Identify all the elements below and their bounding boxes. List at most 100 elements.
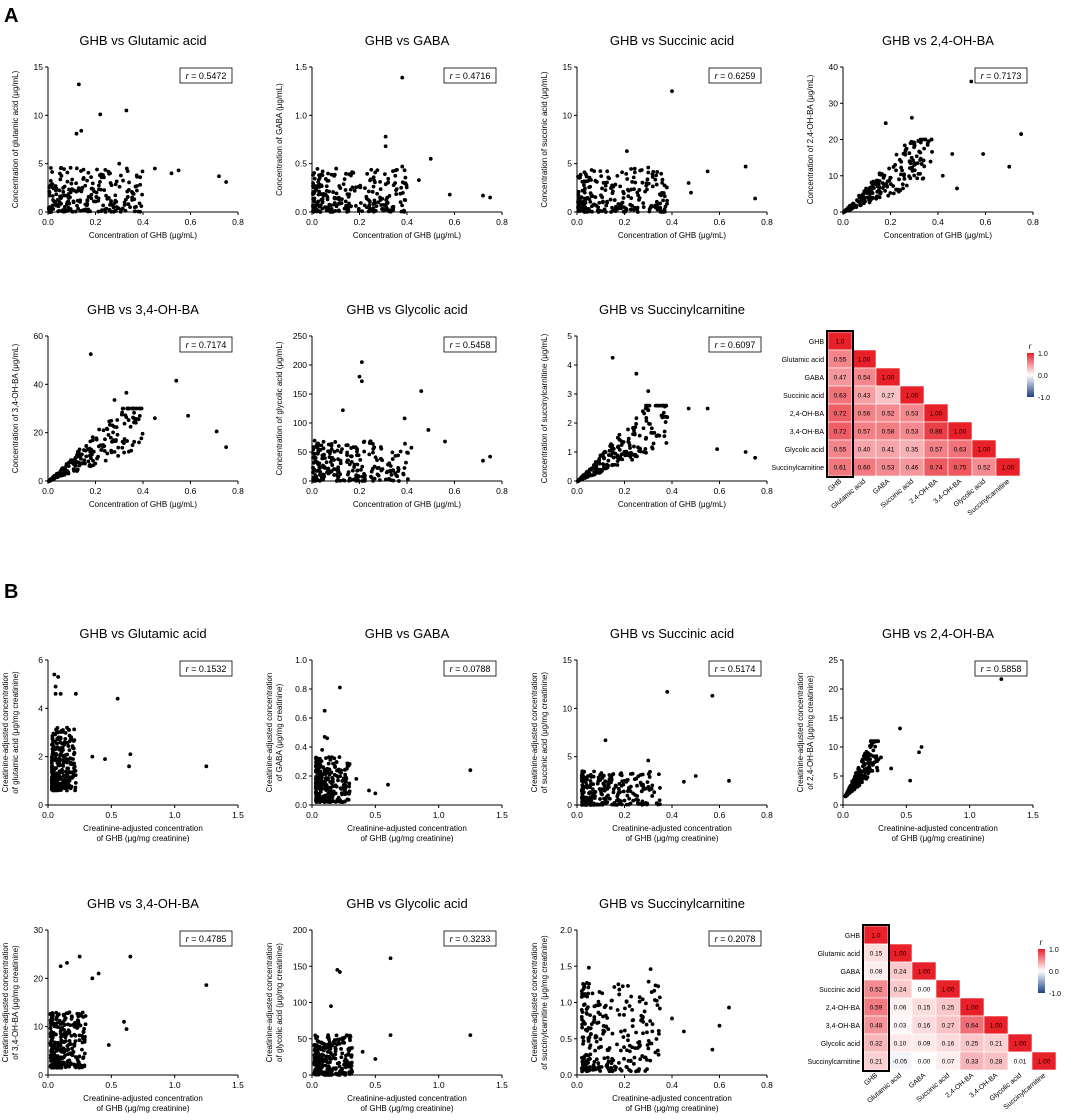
heatmap-cell-value: 0.16	[918, 1023, 931, 1030]
data-point	[586, 965, 591, 970]
heatmap-cell-value: 1.00	[978, 447, 991, 454]
data-point	[326, 178, 331, 183]
data-point	[628, 1069, 633, 1073]
heatmap-col-label: GABA	[872, 478, 892, 496]
data-point	[96, 196, 101, 201]
data-point	[61, 186, 66, 190]
data-point	[644, 1001, 648, 1006]
data-point	[845, 790, 850, 795]
data-point	[107, 171, 111, 176]
data-point	[349, 1053, 354, 1058]
panel-label-b: B	[4, 581, 18, 603]
data-point	[592, 1015, 597, 1019]
data-point	[76, 186, 81, 191]
data-point	[627, 796, 632, 801]
y-tick-label: 0.0	[560, 1070, 572, 1080]
data-point	[122, 437, 127, 441]
data-point	[137, 201, 142, 206]
data-point	[48, 477, 53, 482]
data-point	[395, 167, 399, 172]
r-value-box	[179, 660, 233, 677]
data-point	[654, 199, 659, 204]
r-value: r = 0.0788	[450, 664, 491, 674]
data-point	[642, 1009, 647, 1014]
data-point	[590, 791, 595, 795]
data-point	[340, 1066, 345, 1071]
data-point	[69, 775, 74, 780]
data-point	[81, 1055, 86, 1060]
data-point	[640, 1054, 645, 1058]
data-point	[586, 1036, 591, 1041]
data-point	[348, 1038, 352, 1043]
data-point	[585, 471, 590, 476]
r-value: r = 0.7173	[981, 71, 1022, 81]
data-point	[96, 183, 101, 188]
y-axis-label: Concentration of succinylcarnitine (μg/m…	[540, 333, 549, 483]
data-point	[318, 763, 323, 767]
heatmap-cell-value: 1.00	[1038, 1059, 1051, 1066]
data-point	[607, 448, 612, 453]
data-point	[904, 183, 909, 188]
data-point	[58, 740, 63, 745]
data-point	[75, 1018, 80, 1023]
data-point	[320, 748, 325, 752]
data-point	[907, 151, 912, 156]
r-value-box	[443, 67, 497, 84]
data-point	[57, 1018, 62, 1023]
data-point	[66, 471, 71, 476]
data-point	[643, 1069, 648, 1073]
x-tick-label: 0.4	[137, 486, 149, 496]
data-point	[100, 208, 104, 213]
data-point	[873, 744, 878, 749]
data-point	[634, 797, 638, 802]
data-point	[73, 209, 78, 214]
heatmap-cell-value: 0.53	[906, 411, 919, 418]
data-point	[71, 1050, 76, 1055]
data-point	[130, 443, 135, 447]
data-point	[631, 791, 635, 796]
data-point	[639, 168, 644, 172]
data-point	[316, 443, 321, 448]
data-point	[65, 1052, 70, 1057]
data-point	[93, 461, 98, 466]
data-point	[860, 193, 865, 198]
data-point	[97, 173, 102, 178]
data-point	[77, 1054, 82, 1059]
r-value: r = 0.5472	[186, 71, 227, 81]
data-point	[332, 449, 337, 454]
heatmap-cell-value: 0.57	[858, 429, 871, 436]
data-point	[70, 187, 74, 192]
data-point	[576, 189, 581, 194]
data-point	[58, 177, 63, 182]
data-point	[379, 203, 384, 207]
data-point	[907, 166, 912, 171]
x-tick-label: 1.5	[496, 1080, 508, 1090]
data-point	[73, 1039, 78, 1044]
data-point	[56, 759, 61, 764]
data-point	[329, 172, 334, 177]
data-point	[596, 1061, 601, 1066]
data-point	[854, 204, 858, 209]
data-point	[335, 448, 340, 453]
data-point	[918, 150, 923, 155]
data-point	[644, 435, 649, 440]
data-point	[334, 784, 339, 789]
y-tick-label: 40	[34, 379, 44, 389]
data-point	[75, 1026, 80, 1030]
data-point	[338, 461, 343, 466]
data-point	[589, 178, 593, 182]
heatmap-col-label: GABA	[908, 1072, 928, 1090]
x-tick-label: 0.5	[105, 810, 117, 820]
data-point	[321, 765, 326, 770]
data-point	[65, 960, 69, 965]
y-tick-label: 3	[567, 389, 572, 399]
data-point	[74, 131, 79, 136]
data-point	[50, 1013, 55, 1017]
x-tick-label: 0.2	[354, 486, 366, 496]
y-axis-label: Concentration of GABA (μg/mL)	[275, 83, 284, 196]
data-point	[616, 202, 621, 206]
data-point	[349, 478, 353, 482]
data-point	[333, 1047, 338, 1052]
data-point	[589, 775, 594, 779]
